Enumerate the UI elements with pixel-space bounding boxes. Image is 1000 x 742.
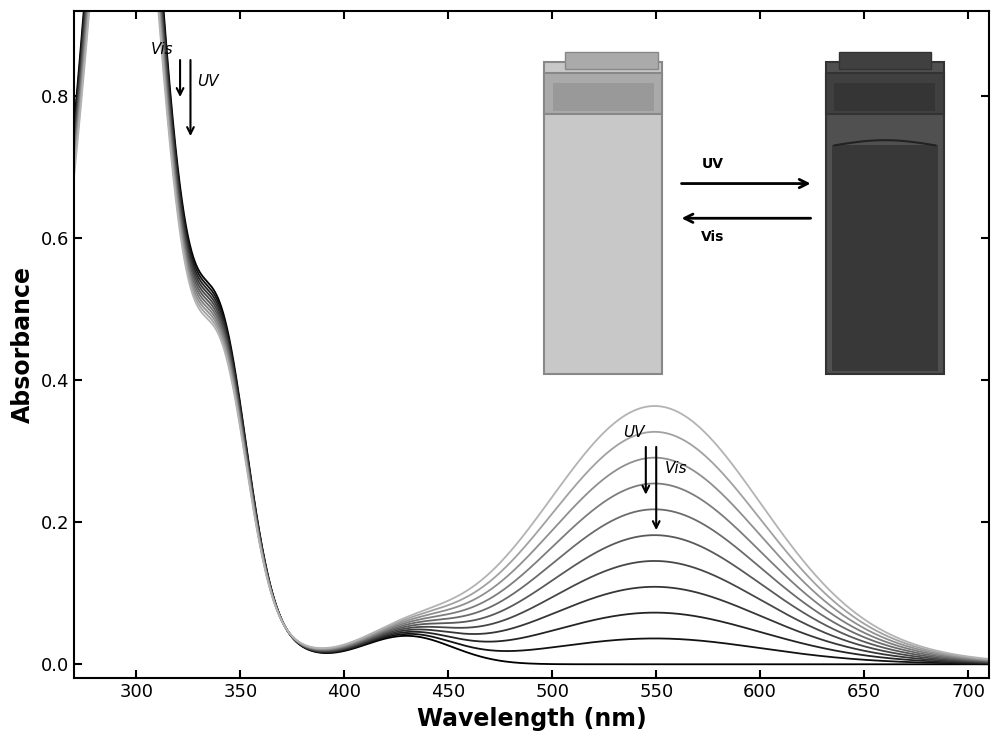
Text: Vis: Vis: [151, 42, 174, 56]
Text: UV: UV: [197, 73, 218, 88]
Y-axis label: Absorbance: Absorbance: [11, 266, 35, 423]
Text: Vis: Vis: [665, 461, 687, 476]
Text: UV: UV: [623, 425, 644, 440]
X-axis label: Wavelength (nm): Wavelength (nm): [417, 707, 646, 731]
